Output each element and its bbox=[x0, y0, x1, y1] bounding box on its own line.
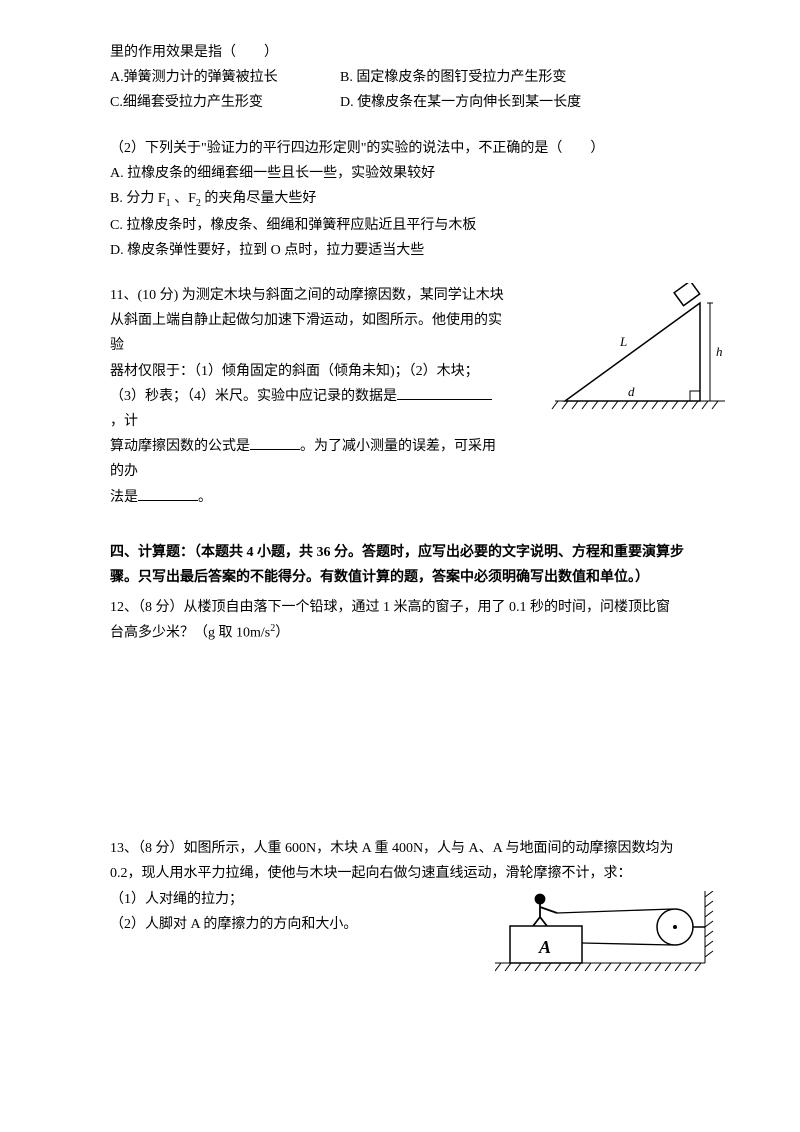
q11-l5-pre: 算动摩擦因数的公式是 bbox=[110, 439, 250, 454]
blank-field bbox=[138, 487, 198, 501]
label-L: L bbox=[619, 334, 627, 349]
q11-l6-pre: 法是 bbox=[110, 490, 138, 505]
q10-2-option-d: D. 橡皮条弹性要好，拉到 O 点时，拉力要适当大些 bbox=[110, 238, 700, 263]
q10-2-option-c: C. 拉橡皮条时，橡皮条、细绳和弹簧秤应贴近且平行与木板 bbox=[110, 213, 700, 238]
rope-bottom bbox=[582, 943, 673, 945]
label-A: A bbox=[538, 937, 551, 957]
q12-l2-pre: 台高多少米？（g 取 10m/s bbox=[110, 626, 270, 641]
q11-l6-post: 。 bbox=[198, 490, 212, 505]
q12-l2: 台高多少米？（g 取 10m/s2） bbox=[110, 620, 700, 646]
q10-fragment: 里的作用效果是指（ ） A.弹簧测力计的弹簧被拉长 B. 固定橡皮条的图钉受拉力… bbox=[110, 40, 700, 116]
section-4-title: 四、计算题：（本题共 4 小题，共 36 分。答题时，应写出必要的文字说明、方程… bbox=[110, 545, 684, 585]
q10-option-d: D. 使橡皮条在某一方向伸长到某一长度 bbox=[340, 90, 700, 115]
q10-2-option-a: A. 拉橡皮条的细绳套细一些且长一些，实验效果较好 bbox=[110, 161, 700, 186]
q10-2-stem: （2）下列关于"验证力的平行四边形定则"的实验的说法中，不正确的是（ ） bbox=[110, 136, 700, 161]
q11-l4-pre: （3）秒表；（4）米尺。实验中应记录的数据是 bbox=[110, 389, 397, 404]
q10-2-option-b: B. 分力 F1 、F2 的夹角尽量大些好 bbox=[110, 186, 700, 213]
q11-text: 11、(10 分) 为测定木块与斜面之间的动摩擦因数，某同学让木块 从斜面上端自… bbox=[110, 283, 505, 510]
pulley-axle bbox=[673, 925, 677, 929]
ground-hatch-2 bbox=[495, 963, 705, 971]
blank-field bbox=[397, 386, 492, 400]
q12-l1: 12、（8 分）从楼顶自由落下一个铅球，通过 1 米高的窗子，用了 0.1 秒的… bbox=[110, 595, 700, 620]
q10-option-b: B. 固定橡皮条的图钉受拉力产生形变 bbox=[340, 65, 700, 90]
q10-2-optb-pre: B. 分力 F bbox=[110, 191, 166, 206]
q11-l4: （3）秒表；（4）米尺。实验中应记录的数据是 ，计 bbox=[110, 384, 505, 434]
q10-2-optb-post: 的夹角尽量大些好 bbox=[201, 191, 317, 206]
q11-l5: 算动摩擦因数的公式是。为了减小测量的误差，可采用的办 bbox=[110, 434, 505, 484]
rope-top bbox=[557, 909, 673, 913]
q11: 11、(10 分) 为测定木块与斜面之间的动摩擦因数，某同学让木块 从斜面上端自… bbox=[110, 283, 700, 510]
blank-field bbox=[250, 436, 300, 450]
q11-l1: 11、(10 分) 为测定木块与斜面之间的动摩擦因数，某同学让木块 bbox=[110, 283, 505, 308]
q12: 12、（8 分）从楼顶自由落下一个铅球，通过 1 米高的窗子，用了 0.1 秒的… bbox=[110, 595, 700, 646]
q10-options-row2: C.细绳套受拉力产生形变 D. 使橡皮条在某一方向伸长到某一长度 bbox=[110, 90, 700, 115]
q11-l3: 器材仅限于：（1）倾角固定的斜面（倾角未知)；（2）木块； bbox=[110, 359, 505, 384]
q11-l2: 从斜面上端自静止起做匀加速下滑运动，如图所示。他使用的实验 bbox=[110, 308, 505, 358]
q10-part2: （2）下列关于"验证力的平行四边形定则"的实验的说法中，不正确的是（ ） A. … bbox=[110, 136, 700, 264]
block-on-incline bbox=[674, 283, 700, 306]
q10-option-c: C.细绳套受拉力产生形变 bbox=[110, 90, 340, 115]
label-h: h bbox=[716, 344, 723, 359]
wall-hatch bbox=[705, 891, 713, 963]
q13-l1: 13、（8 分）如图所示，人重 600N，木块 A 重 400N，人与 A、A … bbox=[110, 836, 700, 861]
q13-l2: 0.2，现人用水平力拉绳，使他与木块一起向右做匀速直线运动，滑轮摩擦不计，求： bbox=[110, 861, 700, 886]
q10-2-optb-mid: 、F bbox=[171, 191, 196, 206]
ground-hatch bbox=[552, 401, 725, 409]
answer-space bbox=[110, 646, 700, 816]
q12-l2-post: ） bbox=[275, 626, 289, 641]
section-4-header: 四、计算题：（本题共 4 小题，共 36 分。答题时，应写出必要的文字说明、方程… bbox=[110, 540, 700, 590]
label-d: d bbox=[628, 384, 635, 399]
person-icon bbox=[533, 895, 557, 927]
pulley-diagram: A bbox=[495, 891, 740, 976]
inclined-plane-diagram: L h d bbox=[550, 283, 730, 413]
q11-l4-post: ，计 bbox=[110, 414, 138, 429]
q10-option-a: A.弹簧测力计的弹簧被拉长 bbox=[110, 65, 340, 90]
q13: 13、（8 分）如图所示，人重 600N，木块 A 重 400N，人与 A、A … bbox=[110, 836, 700, 937]
right-angle-mark bbox=[690, 391, 700, 401]
q10-stem-fragment: 里的作用效果是指（ ） bbox=[110, 40, 700, 65]
q10-options-row1: A.弹簧测力计的弹簧被拉长 B. 固定橡皮条的图钉受拉力产生形变 bbox=[110, 65, 700, 90]
q11-l6: 法是 。 bbox=[110, 485, 505, 510]
